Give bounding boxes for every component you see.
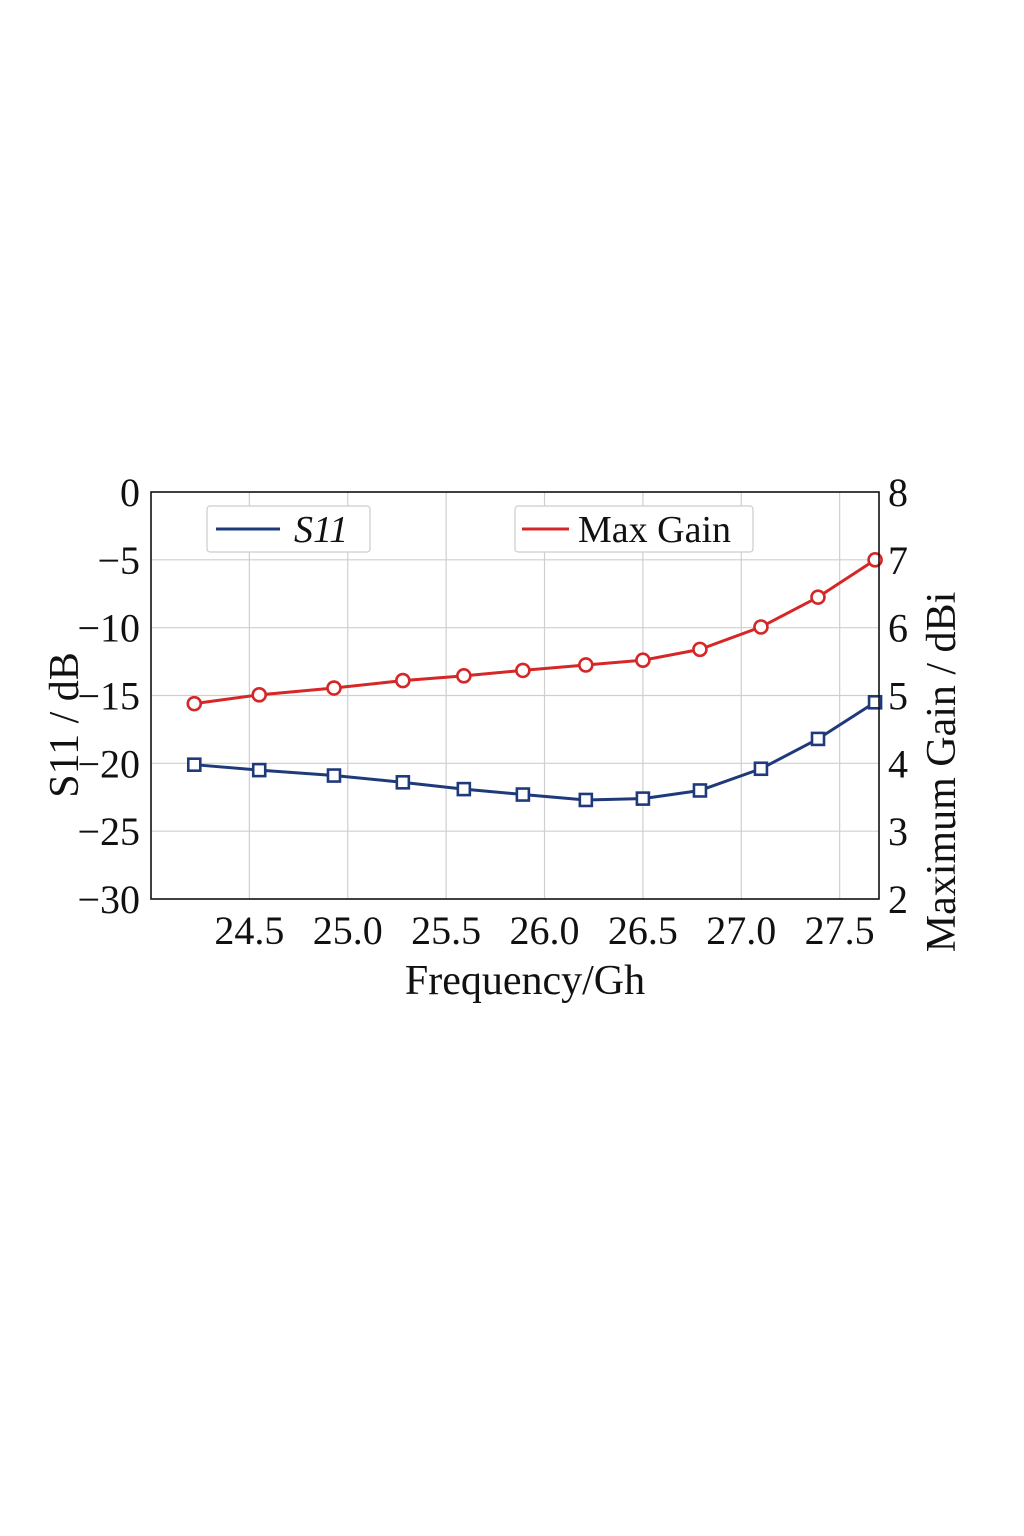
data-point bbox=[326, 680, 342, 696]
y-right-tick-label: 4 bbox=[888, 741, 908, 786]
x-axis-title: Frequency/Gh bbox=[405, 958, 645, 1004]
series-layer bbox=[186, 552, 883, 808]
y-left-tick-label: −25 bbox=[77, 809, 140, 854]
data-point bbox=[515, 787, 531, 802]
legend-max-gain: Max Gain bbox=[514, 505, 754, 553]
x-tick-label: 27.0 bbox=[706, 908, 776, 953]
y-right-axis-title: Maximum Gain / dBi bbox=[919, 592, 965, 953]
legend-s11-label: S11 bbox=[294, 509, 348, 551]
y-right-tick-label: 8 bbox=[888, 470, 908, 515]
legend-max-gain-box bbox=[514, 505, 754, 553]
x-tick-label: 25.0 bbox=[313, 908, 383, 953]
data-point bbox=[810, 731, 826, 747]
x-tick-label: 26.5 bbox=[608, 908, 678, 953]
data-point bbox=[753, 619, 769, 635]
data-point bbox=[810, 589, 826, 605]
data-point bbox=[456, 781, 472, 797]
x-tick-label: 27.5 bbox=[805, 908, 875, 953]
data-point bbox=[456, 668, 472, 684]
plot-frame bbox=[150, 491, 880, 900]
data-point bbox=[186, 757, 202, 772]
data-point bbox=[692, 783, 708, 798]
y-right-tick-label: 2 bbox=[888, 877, 908, 922]
x-tick-label: 25.5 bbox=[411, 908, 481, 953]
y-left-axis-title: S11 / dB bbox=[42, 652, 88, 797]
y-right-tick-label: 3 bbox=[888, 809, 908, 854]
data-point bbox=[251, 762, 267, 778]
data-point bbox=[753, 761, 769, 777]
y-right-tick-label: 5 bbox=[888, 674, 908, 719]
legend-s11: S11 bbox=[206, 505, 371, 553]
y-left-tick-label: −20 bbox=[77, 741, 140, 786]
data-point bbox=[692, 641, 708, 658]
data-point bbox=[515, 662, 531, 679]
series-line bbox=[194, 701, 876, 802]
legend-s11-box bbox=[206, 505, 371, 553]
y-left-tick-label: −15 bbox=[77, 674, 140, 719]
data-point bbox=[635, 791, 651, 806]
data-point bbox=[186, 695, 203, 712]
y-left-tick-label: −5 bbox=[97, 538, 140, 583]
y-right-tick-label: 7 bbox=[888, 538, 908, 583]
data-point bbox=[251, 687, 268, 703]
legend-max-gain-label: Max Gain bbox=[578, 509, 731, 551]
y-left-tick-label: 0 bbox=[120, 470, 140, 515]
data-point bbox=[326, 768, 342, 783]
data-point bbox=[867, 694, 883, 710]
data-point bbox=[395, 775, 411, 790]
data-point bbox=[578, 657, 594, 673]
data-point bbox=[578, 792, 594, 808]
tick-labels: 24.5 25.0 25.5 26.0 26.5 27.0 27.5 0 −5 −10 −15 −20… bbox=[77, 470, 908, 953]
series-1 bbox=[186, 552, 883, 712]
x-tick-label: 26.0 bbox=[510, 908, 580, 953]
y-right-tick-label: 6 bbox=[888, 606, 908, 651]
data-point bbox=[395, 672, 411, 689]
y-left-tick-label: −10 bbox=[77, 606, 140, 651]
series-line bbox=[194, 558, 876, 706]
series-0 bbox=[186, 694, 883, 808]
data-point bbox=[635, 652, 651, 669]
y-left-tick-label: −30 bbox=[77, 877, 140, 922]
x-tick-label: 24.5 bbox=[214, 908, 284, 953]
